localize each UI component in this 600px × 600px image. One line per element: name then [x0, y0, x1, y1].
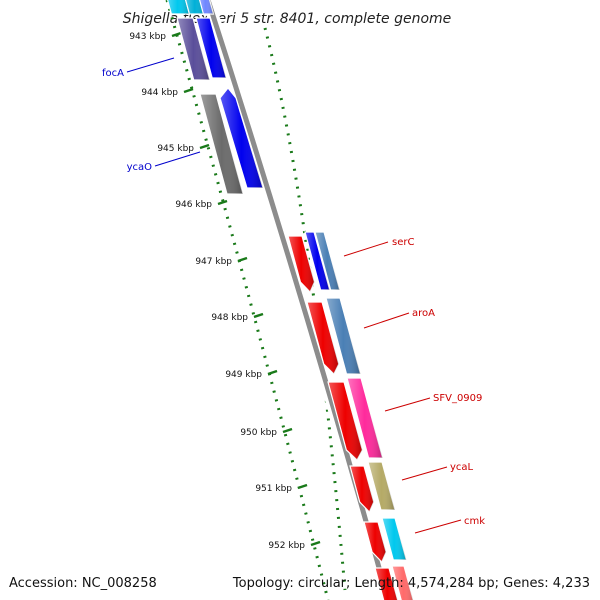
leader-aroa [363, 312, 410, 329]
dotted-guide-rings [165, 0, 347, 600]
leader-foca [126, 57, 175, 73]
feature-cmk [381, 517, 408, 561]
feature-red-1 [287, 235, 316, 294]
tick-label: 943 kbp [129, 32, 166, 42]
tick-mark [297, 483, 308, 490]
tick-mark [267, 369, 278, 376]
feature-red-3 [327, 381, 364, 461]
gene-label-cmk[interactable]: cmk [464, 516, 485, 527]
gene-label-sfv-0909[interactable]: SFV_0909 [433, 393, 482, 404]
tick-mark [310, 540, 321, 547]
feature-SFV_0909 [346, 377, 384, 459]
tick-mark [199, 143, 210, 150]
tick-label: 948 kbp [211, 313, 248, 323]
leader-ycao [154, 151, 201, 167]
gene-labels: focA ycaO serC aroA SFV_0909 ycaL cmk [102, 68, 485, 527]
gene-label-ycao[interactable]: ycaO [127, 162, 153, 173]
leader-sfv_0909 [384, 397, 431, 412]
feature-blue-2 [219, 87, 264, 189]
tick-label: 951 kbp [255, 484, 292, 494]
tick-label: 952 kbp [268, 541, 305, 551]
feature-ycaL [367, 461, 396, 511]
accession-text: Accession: NC_008258 [9, 576, 157, 591]
feature-red-5 [363, 521, 387, 564]
leader-cmk [414, 519, 462, 534]
feature-red-bottom [374, 567, 399, 600]
feature-aroA [325, 297, 362, 375]
genome-backbone [202, 0, 394, 600]
feature-red-4 [349, 465, 375, 514]
feature-blue-top [198, 0, 215, 15]
backbone-line [205, 0, 391, 600]
tick-label: 949 kbp [225, 370, 262, 380]
gene-label-aroa[interactable]: aroA [412, 308, 435, 319]
tick-mark [217, 199, 228, 206]
genome-summary-text: Topology: circular; Length: 4,574,284 bp… [232, 576, 590, 591]
feature-red-bottom-2 [391, 565, 414, 600]
gene-label-serc[interactable]: serC [392, 237, 414, 248]
feature-blue-1 [195, 17, 227, 79]
feature-focA [176, 17, 211, 81]
tick-mark [237, 256, 248, 263]
tick-mark [183, 87, 194, 94]
tick-label: 944 kbp [141, 88, 178, 98]
leader-ycal [401, 466, 448, 481]
gene-features [166, 0, 414, 600]
tick-label: 950 kbp [240, 428, 277, 438]
kbp-ticks: 943 kbp 944 kbp 945 kbp 946 kbp 947 kbp 948 k… [129, 31, 321, 551]
feature-red-2 [306, 301, 340, 376]
tick-label: 947 kbp [195, 257, 232, 267]
feature-steelblue-1 [314, 231, 341, 291]
gene-label-ycal[interactable]: ycaL [450, 462, 474, 473]
gene-label-leaders [126, 57, 462, 534]
tick-label: 945 kbp [157, 144, 194, 154]
gene-label-foca[interactable]: focA [102, 68, 124, 79]
tick-mark [171, 31, 182, 38]
tick-label: 946 kbp [175, 200, 212, 210]
tick-mark [253, 312, 264, 319]
feature-ycaO [199, 93, 244, 195]
tick-mark [282, 427, 293, 434]
leader-serc [343, 241, 389, 257]
feature-blue-3 [304, 231, 331, 291]
